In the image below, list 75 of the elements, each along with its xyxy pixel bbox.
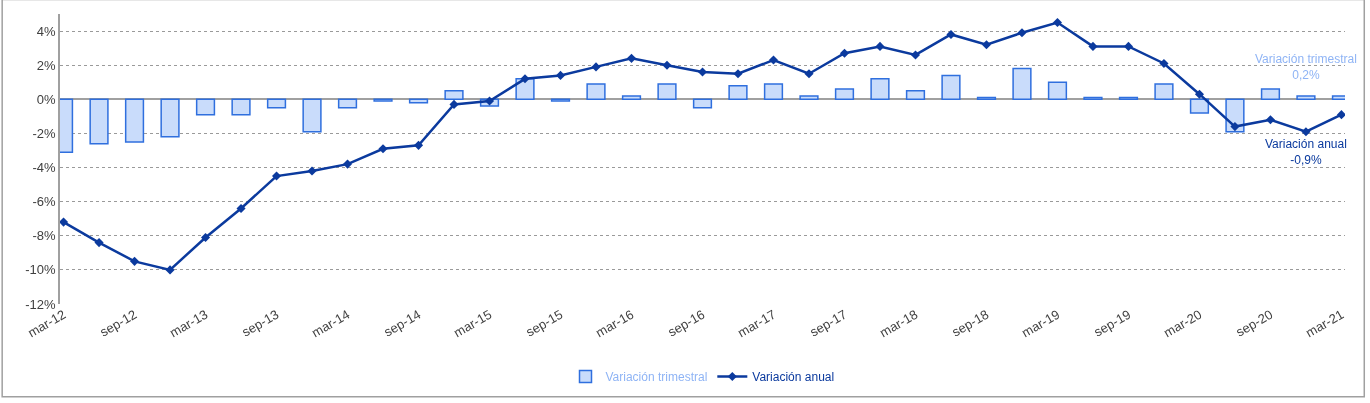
point [1194, 89, 1205, 99]
point [1052, 17, 1063, 28]
point [378, 144, 388, 154]
bar [621, 95, 642, 101]
bar [444, 90, 464, 101]
y-tick-label: -6% [32, 194, 57, 210]
bar [337, 98, 358, 109]
point [236, 203, 246, 214]
bar [1260, 88, 1281, 101]
point [1230, 122, 1240, 132]
bar [266, 98, 287, 109]
point [1123, 41, 1134, 51]
point [271, 171, 282, 181]
bar [763, 83, 784, 101]
legend-label: Variación anual [752, 370, 835, 385]
bar [905, 90, 926, 101]
point [1301, 127, 1311, 137]
y-tick-label: -2% [32, 125, 57, 141]
bar [1189, 98, 1210, 114]
point [307, 166, 317, 176]
annotation: Variación trimestral 0,2% [1255, 52, 1357, 82]
point [555, 70, 566, 80]
point [342, 159, 353, 169]
point [591, 62, 601, 72]
point [804, 69, 814, 79]
bar [1154, 83, 1174, 101]
point [733, 69, 743, 79]
bar [728, 84, 748, 101]
bar [1012, 67, 1032, 101]
point [60, 217, 69, 227]
y-tick-label: 2% [36, 57, 57, 73]
y-tick-label: 0% [36, 91, 57, 107]
point [981, 40, 992, 50]
point [946, 29, 956, 40]
y-tick-label: 4% [36, 23, 57, 39]
bar [89, 98, 109, 145]
bar [834, 88, 855, 101]
bar [124, 98, 145, 143]
bar [195, 98, 216, 116]
y-tick-label: -8% [32, 228, 57, 244]
point [129, 256, 140, 266]
y-tick-label: -10% [25, 262, 57, 278]
annotation: Variación anual -0,9% [1265, 137, 1347, 167]
point [1017, 28, 1027, 38]
bar [231, 98, 251, 116]
point [449, 99, 459, 109]
bar [799, 95, 819, 101]
point [875, 41, 885, 51]
point [910, 50, 921, 60]
bar [1047, 81, 1068, 101]
bar [657, 83, 677, 101]
y-tick-label: -4% [32, 160, 57, 176]
point [1088, 41, 1098, 51]
point [413, 140, 424, 150]
point [200, 232, 211, 243]
bar [870, 78, 890, 101]
bar [586, 83, 606, 101]
point [1336, 110, 1345, 120]
point [520, 74, 530, 84]
point [839, 48, 850, 58]
point [768, 55, 779, 65]
bar [1296, 95, 1316, 101]
point [165, 265, 175, 275]
y-tick-label: -12% [25, 296, 57, 312]
point [1159, 58, 1169, 69]
bar [692, 98, 713, 109]
point [1265, 115, 1276, 125]
legend-label: Variación trimestral [605, 370, 708, 385]
point [626, 53, 637, 63]
bar [160, 98, 180, 138]
point [484, 96, 495, 106]
point [662, 60, 672, 70]
bar [302, 98, 322, 133]
bar [941, 74, 961, 101]
point [94, 238, 104, 248]
